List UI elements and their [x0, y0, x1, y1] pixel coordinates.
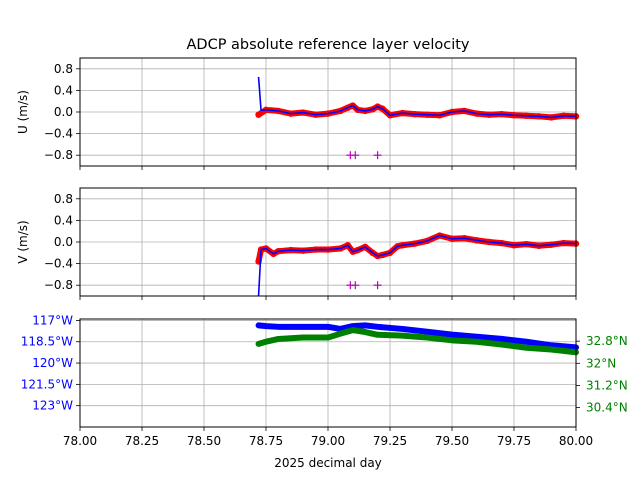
longitude-ticks: 117°W 118.5°W 120°W 121.5°W 123°W: [21, 313, 80, 413]
latitude-track: [255, 327, 579, 356]
position-series: [255, 322, 579, 356]
y-tick-label: −0.4: [44, 127, 73, 141]
u-series: [255, 76, 580, 160]
series-line: [257, 234, 577, 297]
v-x-ticks: [79, 296, 577, 300]
series-line: [257, 76, 577, 119]
latitude-ticks: 32.8°N 32°N 31.2°N 30.4°N: [576, 334, 628, 415]
u-panel: 0.8 0.4 0.0 −0.4 −0.8 U (m/s): [16, 57, 580, 170]
x-tick-label: 78.25: [125, 434, 159, 448]
longitude-tick-label: 120°W: [32, 356, 73, 370]
y-tick-label: 0.4: [54, 83, 73, 97]
x-tick-label: 79.25: [373, 434, 407, 448]
y-tick-label: 0.4: [54, 213, 73, 227]
v-y-ticks: 0.8 0.4 0.0 −0.4 −0.8: [44, 192, 80, 292]
v-y-axis-label: V (m/s): [16, 220, 30, 263]
y-tick-label: 0.8: [54, 192, 73, 206]
y-tick-label: 0.0: [54, 235, 73, 249]
latitude-tick-label: 32.8°N: [586, 334, 628, 348]
u-y-ticks: 0.8 0.4 0.0 −0.4 −0.8: [44, 62, 80, 162]
x-tick-label: 78.00: [63, 434, 97, 448]
chart-title: ADCP absolute reference layer velocity: [186, 37, 469, 53]
u-grid: [79, 58, 577, 166]
position-grid: [79, 319, 577, 427]
longitude-track: [255, 322, 579, 351]
x-tick-label: 78.75: [249, 434, 283, 448]
longitude-tick-label: 123°W: [32, 399, 73, 413]
longitude-tick-label: 121.5°W: [21, 377, 73, 391]
y-tick-label: −0.8: [44, 148, 73, 162]
latitude-tick-label: 31.2°N: [586, 378, 628, 392]
position-panel: 78.00 78.25 78.50 78.75 79.00 79.25 79.50 79.75…: [21, 313, 628, 470]
u-x-ticks: [79, 166, 577, 170]
x-tick-label: 79.50: [435, 434, 469, 448]
x-tick-label: 78.50: [187, 434, 221, 448]
latitude-tick-label: 32°N: [586, 356, 616, 370]
longitude-tick-label: 117°W: [32, 313, 73, 327]
x-axis-label: 2025 decimal day: [274, 456, 382, 470]
u-y-axis-label: U (m/s): [16, 90, 30, 134]
v-panel: 0.8 0.4 0.0 −0.4 −0.8 V (m/s): [16, 187, 580, 300]
position-x-ticks: 78.00 78.25 78.50 78.75 79.00 79.25 79.50 79.75…: [63, 427, 593, 448]
y-tick-label: 0.8: [54, 62, 73, 76]
x-tick-label: 79.00: [311, 434, 345, 448]
latitude-tick-label: 30.4°N: [586, 401, 628, 415]
x-tick-label: 79.75: [497, 434, 531, 448]
y-tick-label: −0.4: [44, 257, 73, 271]
y-tick-label: 0.0: [54, 105, 73, 119]
x-tick-label: 80.00: [559, 434, 593, 448]
v-series: [255, 232, 580, 297]
y-tick-label: −0.8: [44, 278, 73, 292]
longitude-tick-label: 118.5°W: [21, 335, 73, 349]
